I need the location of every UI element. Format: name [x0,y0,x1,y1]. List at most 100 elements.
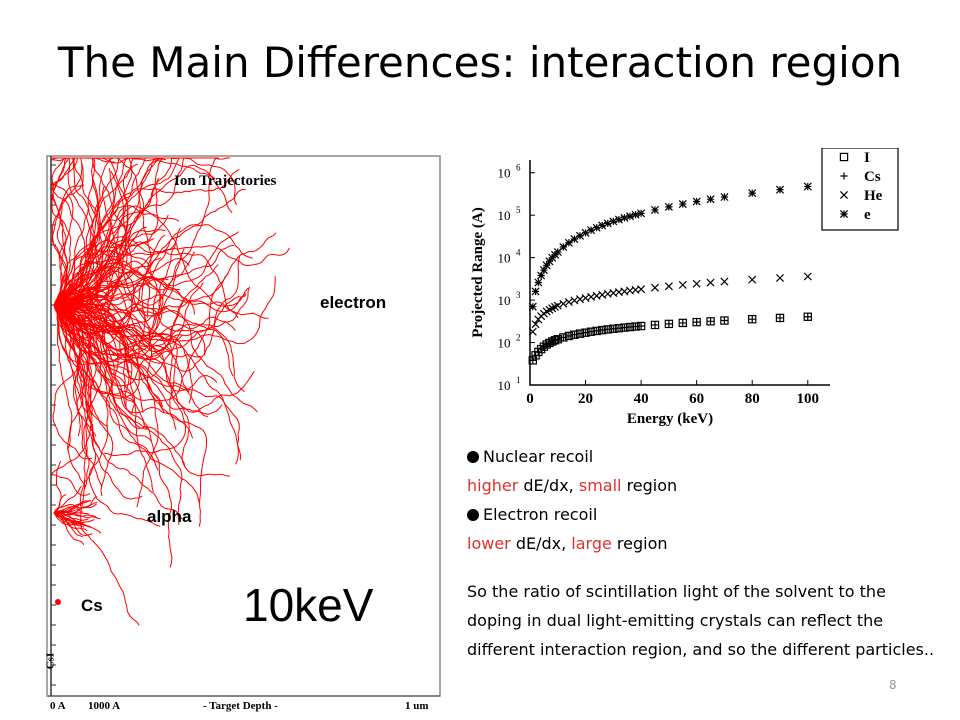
x-tick-label: 0 [526,391,534,407]
electron-recoil-detail: lower dE/dx, large region [467,529,677,558]
electron-dedx: dE/dx, [510,534,572,553]
csi-vertical-label: CsI [44,652,57,670]
data-point [565,332,573,340]
electron-large: large [571,534,612,553]
data-point [748,189,757,198]
series-he [528,272,812,336]
trajectory-path [53,304,73,451]
data-point [531,287,540,296]
data-point [529,356,537,364]
trajectory-path [53,157,187,306]
y-tick-exponent: 4 [516,248,521,258]
electron-lower: lower [467,534,511,553]
data-point [664,282,673,291]
trajectory-path [53,299,258,413]
trajectory-path [53,214,169,306]
trim-figure: Ion Trajectories electron alpha Cs CsI [44,155,441,715]
trajectory-path [53,157,96,306]
data-point [570,235,579,244]
trajectory-path [53,157,175,321]
trajectory-path [53,291,242,461]
trajectory-path [53,304,127,408]
nuclear-recoil-title: Nuclear recoil [483,447,594,466]
trajectory-path [53,257,162,306]
trajectory-path [53,304,193,404]
depth-1000a-label: 1000 A [88,700,121,712]
energy-label: 10keV [243,579,374,631]
data-point [625,212,635,221]
data-point [631,210,640,219]
data-point [587,328,595,336]
data-point [553,247,562,256]
electron-region: region [611,534,668,553]
trajectory-path [53,298,102,490]
x-tick-label: 100 [797,391,820,407]
data-point [581,228,590,237]
cs-label: Cs [81,596,103,615]
trajectory-path [53,264,219,387]
data-point [570,331,579,339]
data-point [803,272,812,281]
data-point [775,185,785,194]
y-tick-label: 10 [498,166,511,181]
y-tick-label: 10 [498,336,511,351]
trajectory-path [53,227,181,350]
legend-label: I [864,150,870,166]
trajectory-path [53,503,83,514]
trajectory-path [50,157,83,306]
trajectory-path [53,164,233,306]
data-point [609,217,618,226]
slide-title: The Main Differences: interaction region [57,38,903,87]
trajectory-path [53,304,136,404]
y-tick-label: 10 [498,293,511,308]
recoil-notes: Nuclear recoil higher dE/dx, small regio… [467,442,677,558]
trajectory-path [53,304,186,468]
electron-recoil-line: Electron recoil [467,500,677,529]
data-point [706,278,715,287]
trajectory-path [53,157,237,306]
data-point [603,219,612,228]
trajectory-path [53,237,155,306]
data-point [576,330,584,338]
target-depth-label: - Target Depth - [203,700,278,712]
trajectory-plot [50,157,290,626]
legend-box [821,147,899,231]
y-tick-label: 10 [498,251,511,266]
trajectory-path [53,273,229,402]
electron-recoil-title: Electron recoil [483,505,598,524]
data-point [620,213,629,222]
conclusion-paragraph: So the ratio of scintillation light of t… [467,582,935,659]
trajectory-path [53,304,218,392]
data-point [664,202,673,211]
legend-label: Cs [864,169,881,185]
legend-label: He [864,188,883,204]
x-tick-label: 40 [634,391,649,407]
nuclear-recoil-detail: higher dE/dx, small region [467,471,677,500]
trajectory-path [53,170,127,306]
data-point [593,327,601,335]
data-point [559,299,568,308]
data-point [692,279,701,288]
trajectory-path [53,512,85,525]
trajectory-path [53,304,140,626]
data-point [720,192,729,202]
data-point [678,200,687,209]
series-e [528,182,812,311]
data-point [775,273,785,282]
trajectory-path [53,512,91,528]
data-point [534,278,543,287]
data-point [564,238,573,247]
trajectory-path [53,251,196,307]
y-tick-exponent: 5 [516,205,521,215]
page-number: 8 [889,678,897,692]
trajectory-path [53,294,206,356]
electron-label: electron [320,293,387,312]
data-point [564,298,573,307]
chart-axes [529,160,830,386]
data-point [553,301,562,310]
trajectory-path [53,276,169,306]
trajectory-path [53,304,168,327]
trajectory-path [53,501,98,514]
trajectory-path [53,500,92,514]
trajectory-path [53,499,91,514]
